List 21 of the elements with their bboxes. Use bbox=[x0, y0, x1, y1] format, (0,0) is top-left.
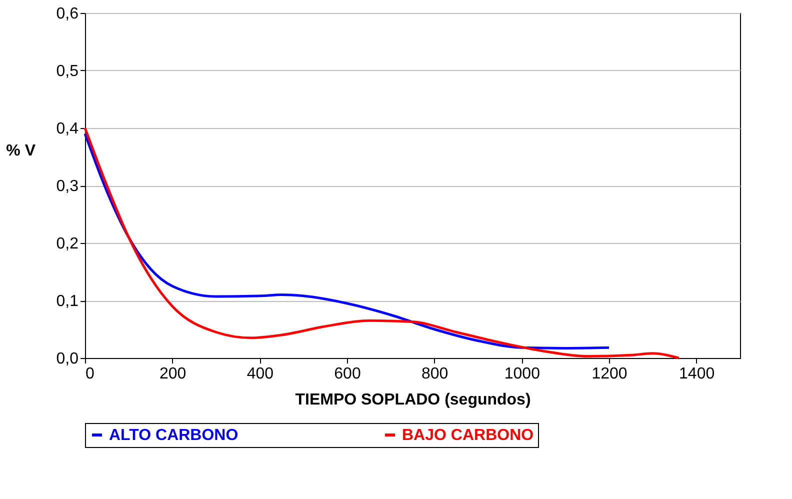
y-tick-label: 0,5 bbox=[56, 63, 79, 80]
y-tick-label: 0,2 bbox=[56, 236, 79, 252]
x-tick-label: 600 bbox=[334, 366, 361, 382]
x-axis-title: TIEMPO SOPLADO (segundos) bbox=[295, 392, 531, 408]
line-series bbox=[84, 132, 610, 350]
legend-label: ALTO CARBONO bbox=[109, 427, 238, 444]
x-tick-label: 400 bbox=[246, 366, 274, 382]
y-tick-label: 0,0 bbox=[56, 350, 79, 368]
y-tick-label: 0,1 bbox=[56, 293, 79, 310]
x-tick-label: 1400 bbox=[679, 366, 715, 382]
y-tick-label: 0,6 bbox=[56, 6, 79, 22]
legend-label: BAJO CARBONO bbox=[402, 427, 534, 444]
y-axis-title: % V bbox=[6, 142, 36, 160]
x-tick-label: 1000 bbox=[504, 366, 540, 382]
x-tick-label: 800 bbox=[421, 366, 448, 382]
x-tick-label: 200 bbox=[159, 366, 186, 382]
y-tick-label: 0,3 bbox=[56, 178, 79, 195]
line-series bbox=[84, 126, 680, 360]
y-tick-label: 0,4 bbox=[56, 120, 79, 138]
x-tick-label: 1200 bbox=[592, 366, 628, 382]
x-tick-label: 0 bbox=[86, 366, 94, 382]
